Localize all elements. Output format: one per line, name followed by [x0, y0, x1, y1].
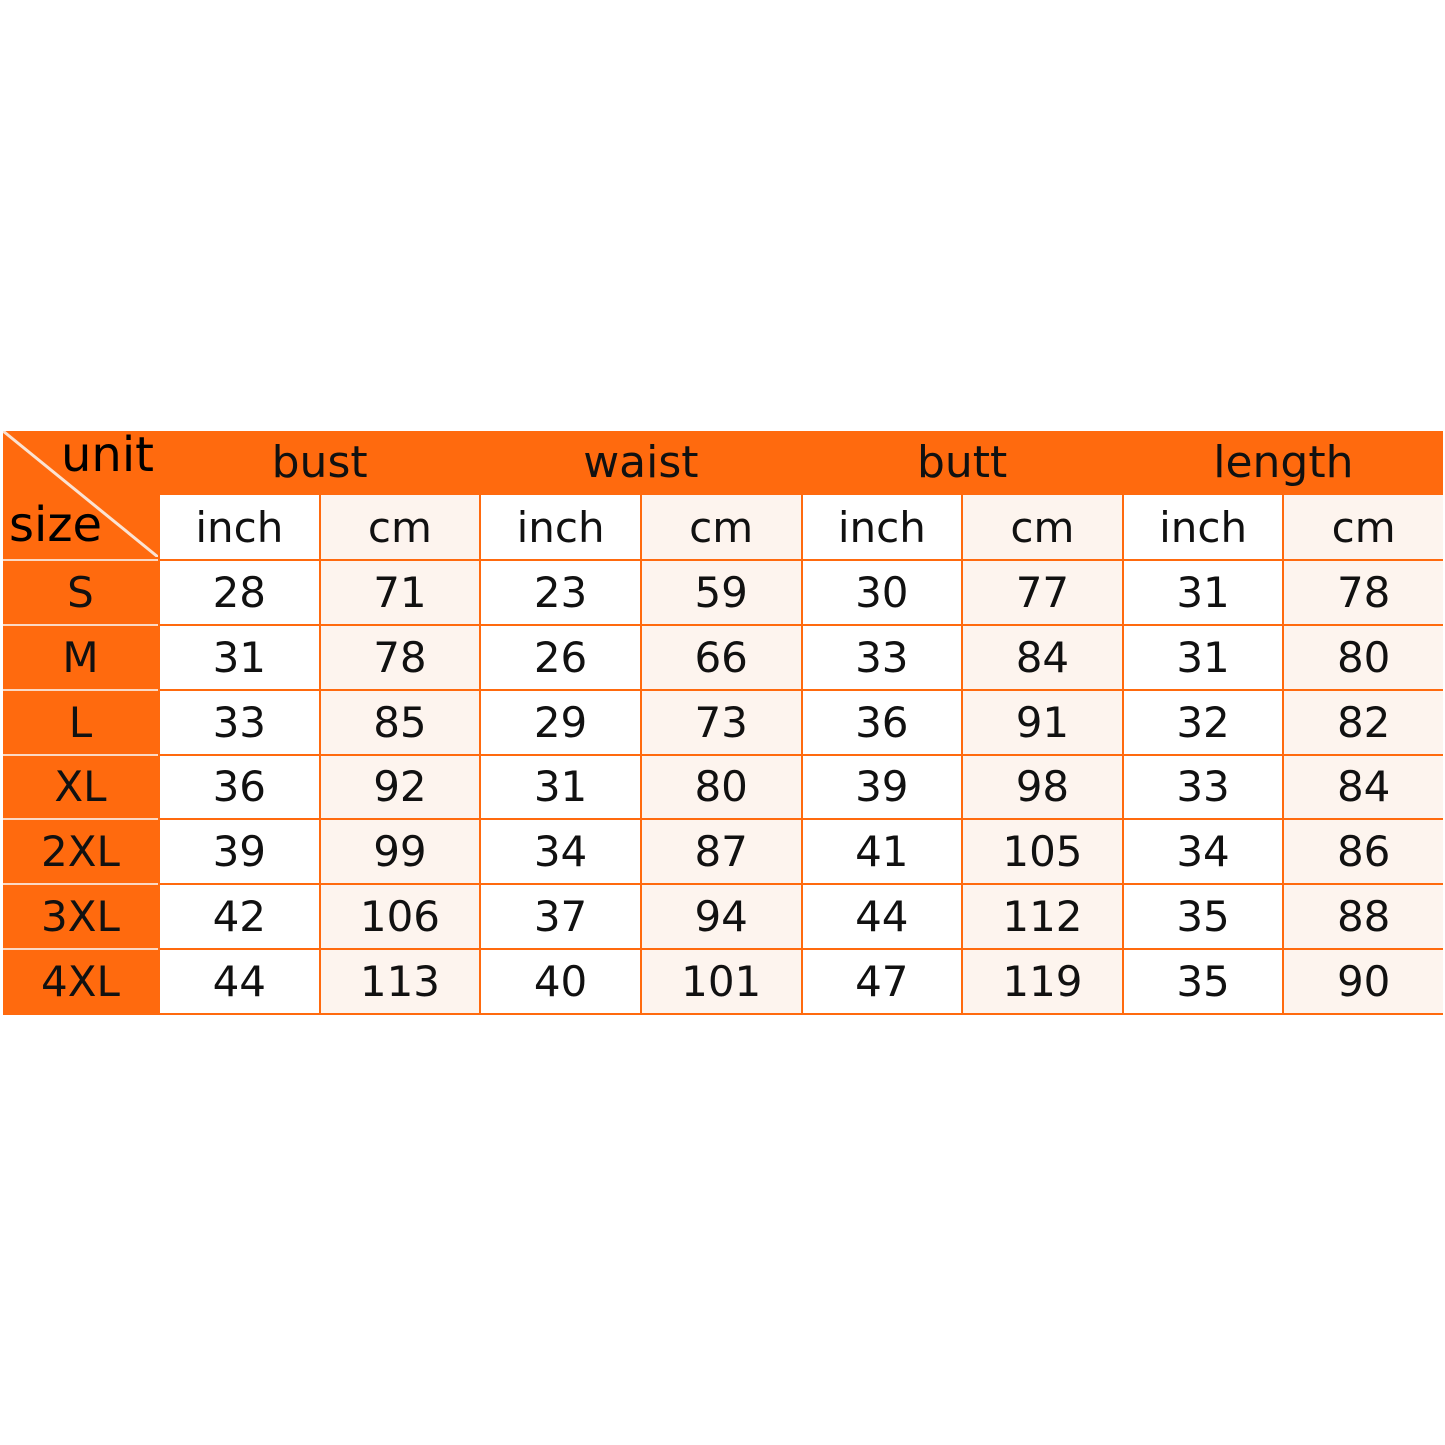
value-cell: 105 — [963, 820, 1122, 884]
value-cell: 35 — [1123, 885, 1283, 949]
corner-header-cell: unit size — [3, 427, 158, 559]
value-cell: 39 — [160, 820, 319, 884]
size-chart-table: unit size bust inch cm waist inch cm butt inch c… — [3, 427, 1443, 1015]
value-cell: 39 — [802, 755, 962, 819]
value-cell: 33 — [1123, 755, 1283, 819]
value-cell: 80 — [1284, 625, 1443, 689]
size-cell: L — [3, 688, 158, 754]
size-cell: 3XL — [3, 883, 158, 949]
value-cell: 84 — [1284, 755, 1443, 819]
group-header-bust: bust — [160, 431, 480, 493]
value-cell: 28 — [160, 561, 319, 624]
value-cell: 73 — [641, 690, 801, 754]
value-cell: 30 — [802, 561, 962, 624]
value-cell: 87 — [641, 820, 801, 884]
value-cell: 77 — [963, 561, 1122, 624]
unit-header-cm: cm — [963, 495, 1122, 559]
value-cell: 29 — [481, 690, 640, 754]
value-cell: 106 — [320, 885, 480, 949]
value-cell: 78 — [320, 625, 480, 689]
unit-label: unit — [61, 427, 154, 483]
value-cell: 33 — [160, 690, 319, 754]
size-cell: 2XL — [3, 818, 158, 884]
value-cell: 101 — [641, 950, 801, 1013]
value-cell: 31 — [1123, 625, 1283, 689]
value-cell: 91 — [963, 690, 1122, 754]
value-cell: 47 — [802, 950, 962, 1013]
value-cell: 23 — [481, 561, 640, 624]
value-cell: 26 — [481, 625, 640, 689]
diagonal-divider — [3, 431, 158, 557]
unit-header-inch: inch — [802, 495, 962, 559]
value-cell: 94 — [641, 885, 801, 949]
unit-header-cm: cm — [641, 495, 801, 559]
value-cell: 98 — [963, 755, 1122, 819]
value-cell: 44 — [160, 950, 319, 1013]
value-cell: 31 — [481, 755, 640, 819]
value-cell: 88 — [1284, 885, 1443, 949]
value-cell: 36 — [802, 690, 962, 754]
group-header-waist: waist — [481, 431, 801, 493]
size-cell: XL — [3, 753, 158, 819]
value-cell: 35 — [1123, 950, 1283, 1013]
value-cell: 33 — [802, 625, 962, 689]
value-cell: 71 — [320, 561, 480, 624]
value-cell: 85 — [320, 690, 480, 754]
value-cell: 42 — [160, 885, 319, 949]
value-cell: 80 — [641, 755, 801, 819]
size-label: size — [9, 497, 103, 553]
value-cell: 34 — [1123, 820, 1283, 884]
value-cell: 36 — [160, 755, 319, 819]
group-header-butt: butt — [802, 431, 1122, 493]
size-cell: S — [3, 559, 158, 624]
value-cell: 34 — [481, 820, 640, 884]
value-cell: 40 — [481, 950, 640, 1013]
size-cell: 4XL — [3, 948, 158, 1013]
size-cell: M — [3, 623, 158, 689]
value-cell: 99 — [320, 820, 480, 884]
value-cell: 41 — [802, 820, 962, 884]
value-cell: 31 — [160, 625, 319, 689]
value-cell: 90 — [1284, 950, 1443, 1013]
value-cell: 44 — [802, 885, 962, 949]
value-cell: 66 — [641, 625, 801, 689]
value-cell: 92 — [320, 755, 480, 819]
value-cell: 86 — [1284, 820, 1443, 884]
value-cell: 119 — [963, 950, 1122, 1013]
value-cell: 59 — [641, 561, 801, 624]
unit-header-inch: inch — [1123, 495, 1283, 559]
value-cell: 78 — [1284, 561, 1443, 624]
unit-header-inch: inch — [160, 495, 319, 559]
value-cell: 84 — [963, 625, 1122, 689]
value-cell: 82 — [1284, 690, 1443, 754]
unit-header-cm: cm — [1284, 495, 1443, 559]
group-header-length: length — [1123, 431, 1443, 493]
unit-header-cm: cm — [320, 495, 480, 559]
value-cell: 32 — [1123, 690, 1283, 754]
value-cell: 113 — [320, 950, 480, 1013]
value-cell: 37 — [481, 885, 640, 949]
unit-header-inch: inch — [481, 495, 640, 559]
value-cell: 112 — [963, 885, 1122, 949]
value-cell: 31 — [1123, 561, 1283, 624]
